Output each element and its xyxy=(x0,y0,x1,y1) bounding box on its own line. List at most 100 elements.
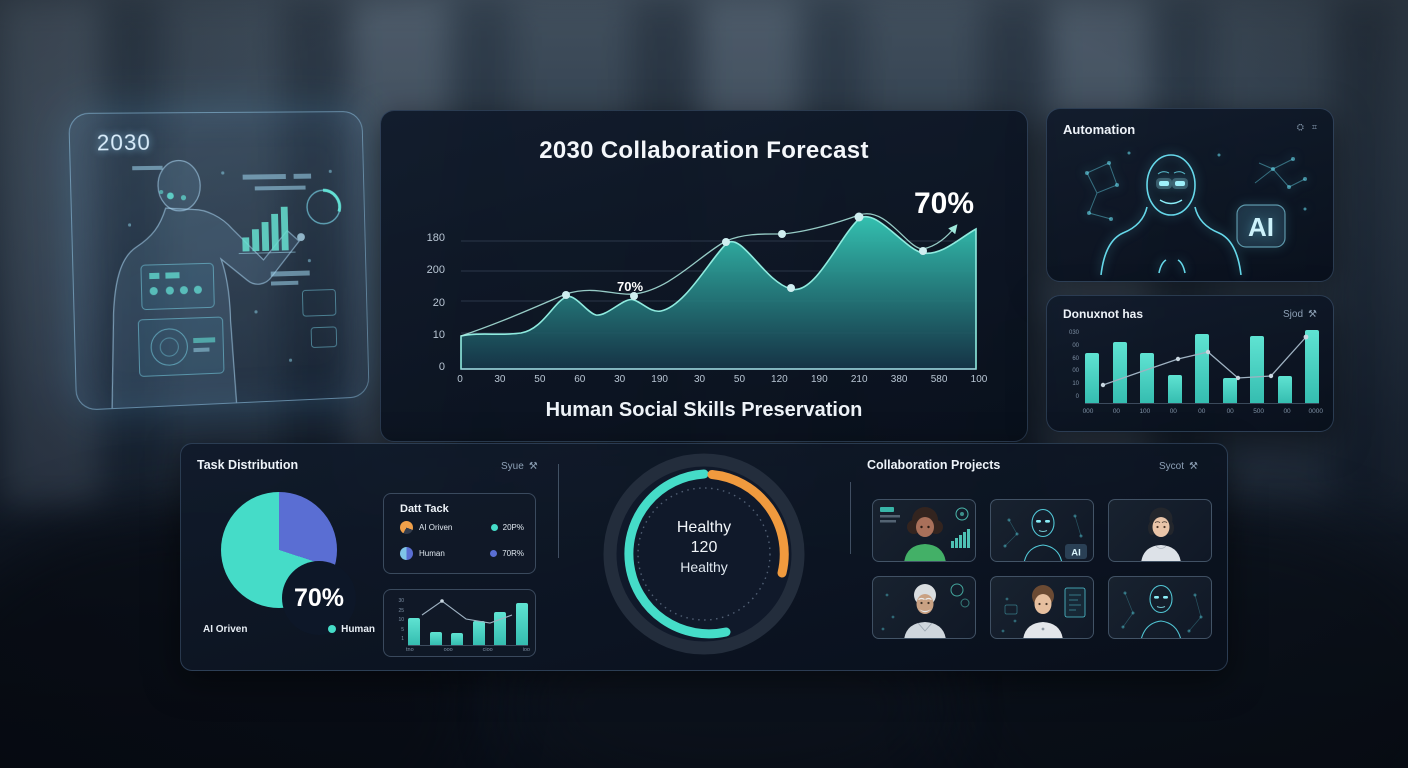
section-divider xyxy=(850,482,851,554)
metrics-action-label: Sjod xyxy=(1283,308,1304,320)
bar xyxy=(429,631,442,645)
collab-tile-ai-agent[interactable]: AI xyxy=(990,499,1094,562)
tick-label: 190 xyxy=(810,374,828,385)
tick-label: 0 xyxy=(457,374,463,385)
hologram-figure-art xyxy=(69,112,369,411)
avatar-ai-wireframe xyxy=(1121,584,1203,638)
purple-dot-icon xyxy=(490,550,498,557)
tick-label: 30 xyxy=(693,374,706,385)
ai-badge-label: AI xyxy=(1248,212,1274,242)
task-sync-button[interactable]: Syue ⚒ xyxy=(501,461,538,472)
task-distribution-title: Task Distribution xyxy=(197,458,299,472)
metrics-bar-chart xyxy=(1085,330,1319,404)
bar xyxy=(1277,376,1292,403)
tick-label: ioo xyxy=(522,647,530,653)
legend-card-row: Human 70R% xyxy=(400,547,524,560)
legend-card: Datt Tack AI Oriven 20P% Human 70R% xyxy=(383,493,536,574)
metrics-action-button[interactable]: Sjod ⚒ xyxy=(1283,307,1317,321)
mini-chart-y-axis: 30 25 10 5 1 xyxy=(392,598,404,642)
collab-tile-ai-assistant[interactable] xyxy=(1108,576,1212,639)
mini-chart-x-axis: tno ooo cioo ioo xyxy=(406,647,530,653)
bar xyxy=(472,620,485,645)
collab-tile-human-elder[interactable] xyxy=(872,576,976,639)
forecast-footer-label: Human Social Skills Preservation xyxy=(545,399,863,421)
collab-sync-button[interactable]: Sycot ⚒ xyxy=(1159,461,1198,472)
bar xyxy=(408,618,420,645)
ai-head-art: AI xyxy=(1085,151,1307,275)
panel-settings-icon[interactable]: ⛭ xyxy=(1296,122,1304,132)
collab-sync-icon: ⚒ xyxy=(1189,461,1198,472)
bar xyxy=(1140,353,1154,403)
legend-ai-driven: AI Oriven xyxy=(203,624,248,635)
collab-tile-human-member[interactable] xyxy=(1108,499,1212,562)
metrics-title: Donuxnot has xyxy=(1063,307,1143,321)
bar xyxy=(515,602,528,645)
legend-human: Human xyxy=(328,624,375,635)
mini-chart-card: 30 25 10 5 1 tno ooo cioo ioo xyxy=(383,589,536,657)
task-sync-label: Syue xyxy=(501,461,524,472)
panel-grid-icon[interactable]: ⌗ xyxy=(1311,122,1317,132)
tick-label: 10 xyxy=(1072,381,1079,388)
automation-panel: Automation ⛭ ⌗ xyxy=(1046,108,1334,282)
tick-label: 100 xyxy=(1139,408,1151,415)
tick-label: 200 xyxy=(426,264,445,277)
collab-tiles-grid: AI xyxy=(872,499,1212,639)
tick-label: 180 xyxy=(426,232,445,244)
tick-label: 60 xyxy=(574,374,586,385)
tick-label: 00 xyxy=(1169,408,1177,415)
tick-label: 0000 xyxy=(1308,408,1323,415)
bar xyxy=(1305,330,1319,403)
tick-label: 10 xyxy=(398,617,404,623)
teal-dot-icon xyxy=(328,625,337,633)
forecast-title: 2030 Collaboration Forecast xyxy=(539,137,869,164)
tick-label: 120 xyxy=(771,374,788,385)
legend-card-row: AI Oriven 20P% xyxy=(400,521,524,534)
bottom-panel: Task Distribution Syue ⚒ 70% AI Oriven H… xyxy=(180,443,1228,671)
tick-label: 00 xyxy=(1226,408,1234,415)
health-gauge xyxy=(603,453,805,655)
metrics-x-axis: 000 00 100 00 00 00 500 00 0000 xyxy=(1081,408,1323,415)
tick-label: 100 xyxy=(970,374,988,385)
gauge-status-bottom: Healthy xyxy=(680,559,728,575)
metrics-line-overlay xyxy=(1100,334,1309,388)
bar xyxy=(1195,333,1209,403)
mini-line-overlay xyxy=(421,599,513,624)
tick-label: cioo xyxy=(482,647,493,653)
collab-tile-human-analyst[interactable] xyxy=(872,499,976,562)
bar xyxy=(1085,353,1099,403)
tick-label: 50 xyxy=(534,374,546,385)
gauge-status-top: Healthy xyxy=(676,519,732,536)
tick-label: tno xyxy=(406,647,414,653)
tick-label: ooo xyxy=(443,647,453,653)
collab-sync-label: Sycot xyxy=(1159,461,1185,472)
task-sync-icon: ⚒ xyxy=(528,461,538,472)
tick-label: 10 xyxy=(432,328,445,341)
section-divider xyxy=(558,464,559,558)
gauge-readout: Healthy 120 Healthy xyxy=(594,519,814,575)
tile-ai-badge: AI xyxy=(1071,548,1081,559)
pie-blue-icon xyxy=(400,547,413,560)
tick-label: 00 xyxy=(1072,368,1079,375)
collab-tile-human-researcher[interactable] xyxy=(990,576,1094,639)
tick-label: 1 xyxy=(401,636,404,642)
tick-label: 500 xyxy=(1253,408,1265,415)
legend-card-title: Datt Tack xyxy=(400,503,449,515)
metrics-action-icon: ⚒ xyxy=(1308,308,1317,320)
tick-label: 60 xyxy=(1072,355,1079,362)
tick-label: 580 xyxy=(930,374,948,385)
avatar-woman-green xyxy=(880,507,970,561)
tick-label: 25 xyxy=(398,607,404,614)
bar xyxy=(451,633,464,645)
forecast-y-axis: 180 200 20 10 0 xyxy=(415,232,445,373)
tick-label: 0 xyxy=(438,361,445,373)
tick-label: 00 xyxy=(1198,408,1206,415)
avatar-young-person xyxy=(1001,585,1086,638)
automation-title: Automation xyxy=(1063,122,1136,137)
task-donut-value: 70% xyxy=(293,583,345,612)
avatar-ai-wireframe: AI xyxy=(1003,508,1087,561)
tick-label: 210 xyxy=(850,374,868,385)
tick-label: 00 xyxy=(1283,408,1291,415)
forecast-panel: 2030 Collaboration Forecast 70% 180 200 20… xyxy=(380,110,1028,442)
pie-orange-icon xyxy=(400,521,413,534)
bar xyxy=(1167,374,1182,403)
